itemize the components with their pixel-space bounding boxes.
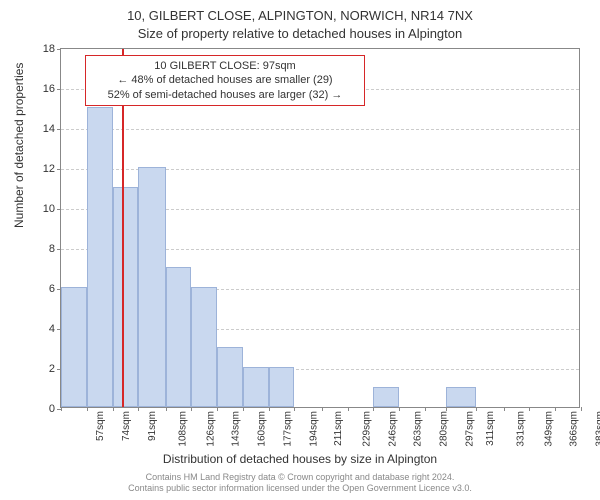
x-tick-mark <box>243 407 244 411</box>
x-tick-label: 349sqm <box>543 411 554 447</box>
x-tick-label: 311sqm <box>485 411 496 446</box>
x-tick-mark <box>348 407 349 411</box>
x-tick-label: 91sqm <box>147 411 158 441</box>
y-tick-label: 12 <box>43 163 55 175</box>
x-tick-label: 211sqm <box>333 411 344 446</box>
x-tick-label: 366sqm <box>569 411 580 447</box>
x-tick-label: 263sqm <box>413 411 424 447</box>
x-tick-mark <box>555 407 556 411</box>
x-tick-mark <box>581 407 582 411</box>
x-tick-mark <box>113 407 114 411</box>
x-tick-mark <box>446 407 447 411</box>
y-tick-mark <box>57 209 61 210</box>
plot-area: 02468101214161857sqm74sqm91sqm108sqm126s… <box>60 48 580 408</box>
y-tick-label: 10 <box>43 203 55 215</box>
x-tick-mark <box>529 407 530 411</box>
histogram-bar <box>373 387 399 407</box>
histogram-bar <box>113 187 139 407</box>
annotation-line1: 10 GILBERT CLOSE: 97sqm <box>92 59 358 73</box>
x-tick-label: 177sqm <box>283 411 294 447</box>
y-tick-label: 14 <box>43 123 55 135</box>
histogram-bar <box>61 287 87 407</box>
y-tick-label: 8 <box>49 243 55 255</box>
footer-line1: Contains HM Land Registry data © Crown c… <box>0 472 600 483</box>
x-tick-label: 229sqm <box>361 411 372 447</box>
x-tick-label: 57sqm <box>95 411 106 441</box>
chart-title-subtitle: Size of property relative to detached ho… <box>0 26 600 41</box>
x-tick-mark <box>322 407 323 411</box>
x-tick-label: 108sqm <box>178 411 189 447</box>
x-tick-label: 160sqm <box>257 411 268 447</box>
histogram-bar <box>166 267 192 407</box>
histogram-bar <box>191 287 217 407</box>
annotation-line3: 52% of semi-detached houses are larger (… <box>92 88 358 102</box>
x-tick-label: 280sqm <box>439 411 450 447</box>
chart-title-address: 10, GILBERT CLOSE, ALPINGTON, NORWICH, N… <box>0 8 600 23</box>
y-tick-label: 2 <box>49 363 55 375</box>
x-tick-mark <box>87 407 88 411</box>
x-tick-mark <box>294 407 295 411</box>
annotation-box: 10 GILBERT CLOSE: 97sqm ← 48% of detache… <box>85 55 365 106</box>
x-tick-mark <box>217 407 218 411</box>
x-tick-label: 143sqm <box>231 411 242 447</box>
histogram-bar <box>243 367 269 407</box>
histogram-bar <box>217 347 243 407</box>
y-tick-label: 0 <box>49 403 55 415</box>
footer-line2: Contains public sector information licen… <box>0 483 600 494</box>
x-axis-label: Distribution of detached houses by size … <box>0 452 600 466</box>
y-tick-label: 18 <box>43 43 55 55</box>
x-tick-mark <box>399 407 400 411</box>
x-tick-mark <box>61 407 62 411</box>
y-tick-label: 6 <box>49 283 55 295</box>
y-tick-mark <box>57 129 61 130</box>
x-tick-label: 126sqm <box>205 411 216 447</box>
y-tick-label: 4 <box>49 323 55 335</box>
chart-footer: Contains HM Land Registry data © Crown c… <box>0 472 600 494</box>
x-tick-label: 194sqm <box>308 411 319 447</box>
gridline <box>61 129 579 130</box>
histogram-bar <box>138 167 165 407</box>
y-tick-mark <box>57 89 61 90</box>
x-tick-mark <box>504 407 505 411</box>
histogram-bar <box>446 387 476 407</box>
y-tick-label: 16 <box>43 83 55 95</box>
x-tick-mark <box>269 407 270 411</box>
x-tick-mark <box>476 407 477 411</box>
y-axis-label: Number of detached properties <box>12 63 26 228</box>
x-tick-mark <box>373 407 374 411</box>
x-tick-mark <box>166 407 167 411</box>
annotation-line2: ← 48% of detached houses are smaller (29… <box>92 73 358 87</box>
histogram-bar <box>269 367 295 407</box>
x-tick-mark <box>191 407 192 411</box>
y-tick-mark <box>57 249 61 250</box>
x-tick-mark <box>138 407 139 411</box>
x-tick-label: 246sqm <box>387 411 398 447</box>
x-tick-label: 383sqm <box>595 411 600 447</box>
x-tick-label: 297sqm <box>464 411 475 447</box>
histogram-bar <box>87 107 113 407</box>
y-tick-mark <box>57 49 61 50</box>
histogram-chart: 10, GILBERT CLOSE, ALPINGTON, NORWICH, N… <box>0 0 600 500</box>
x-tick-label: 331sqm <box>516 411 527 447</box>
x-tick-mark <box>425 407 426 411</box>
x-tick-label: 74sqm <box>121 411 132 441</box>
y-tick-mark <box>57 169 61 170</box>
